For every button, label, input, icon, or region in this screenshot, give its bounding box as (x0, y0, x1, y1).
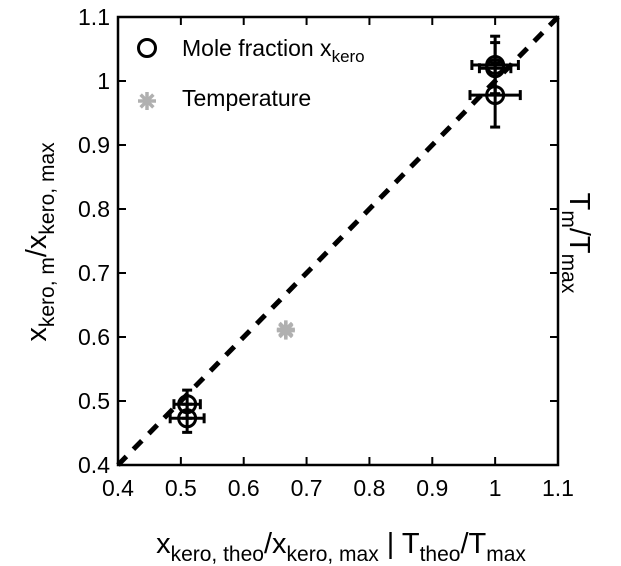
y-tick-label: 0.6 (78, 324, 110, 350)
x-tick-label: 0.8 (353, 475, 385, 501)
legend-label-temperature: Temperature (182, 85, 311, 111)
x-tick-label: 0.4 (102, 475, 134, 501)
y-tick-label: 0.4 (78, 452, 110, 478)
mole-fraction-point (177, 408, 198, 429)
legend-marker-temperature (138, 92, 156, 110)
x-tick-label: 0.6 (228, 475, 260, 501)
y-tick-label: 1.1 (78, 4, 110, 30)
mole-fraction-point (485, 85, 506, 106)
x-tick-label: 1.1 (542, 475, 574, 501)
x-tick-label: 0.7 (291, 475, 323, 501)
x-tick-label: 0.9 (416, 475, 448, 501)
y2-axis-title: Tm/Tmax (557, 193, 595, 294)
y-axis-title: xkero, m/xkero, max (21, 142, 59, 342)
y-tick-label: 0.7 (78, 260, 110, 286)
x-axis-title: xkero, theo/xkero, max | Ttheo/Tmax (156, 528, 526, 566)
y-tick-label: 1 (97, 68, 110, 94)
legend-label-mole-fraction: Mole fraction xkero (182, 35, 365, 66)
temperature-point (276, 321, 295, 340)
x-tick-label: 0.5 (165, 475, 197, 501)
asterisk-stroke (139, 93, 155, 109)
x-tick-label: 1 (489, 475, 502, 501)
plot-frame (116, 15, 560, 467)
y-tick-label: 0.5 (78, 388, 110, 414)
y-tick-label: 0.9 (78, 132, 110, 158)
asterisk-stroke (278, 322, 294, 339)
legend-marker-mole-fraction (137, 38, 157, 58)
y-tick-label: 0.8 (78, 196, 110, 222)
reference-line (116, 15, 560, 467)
